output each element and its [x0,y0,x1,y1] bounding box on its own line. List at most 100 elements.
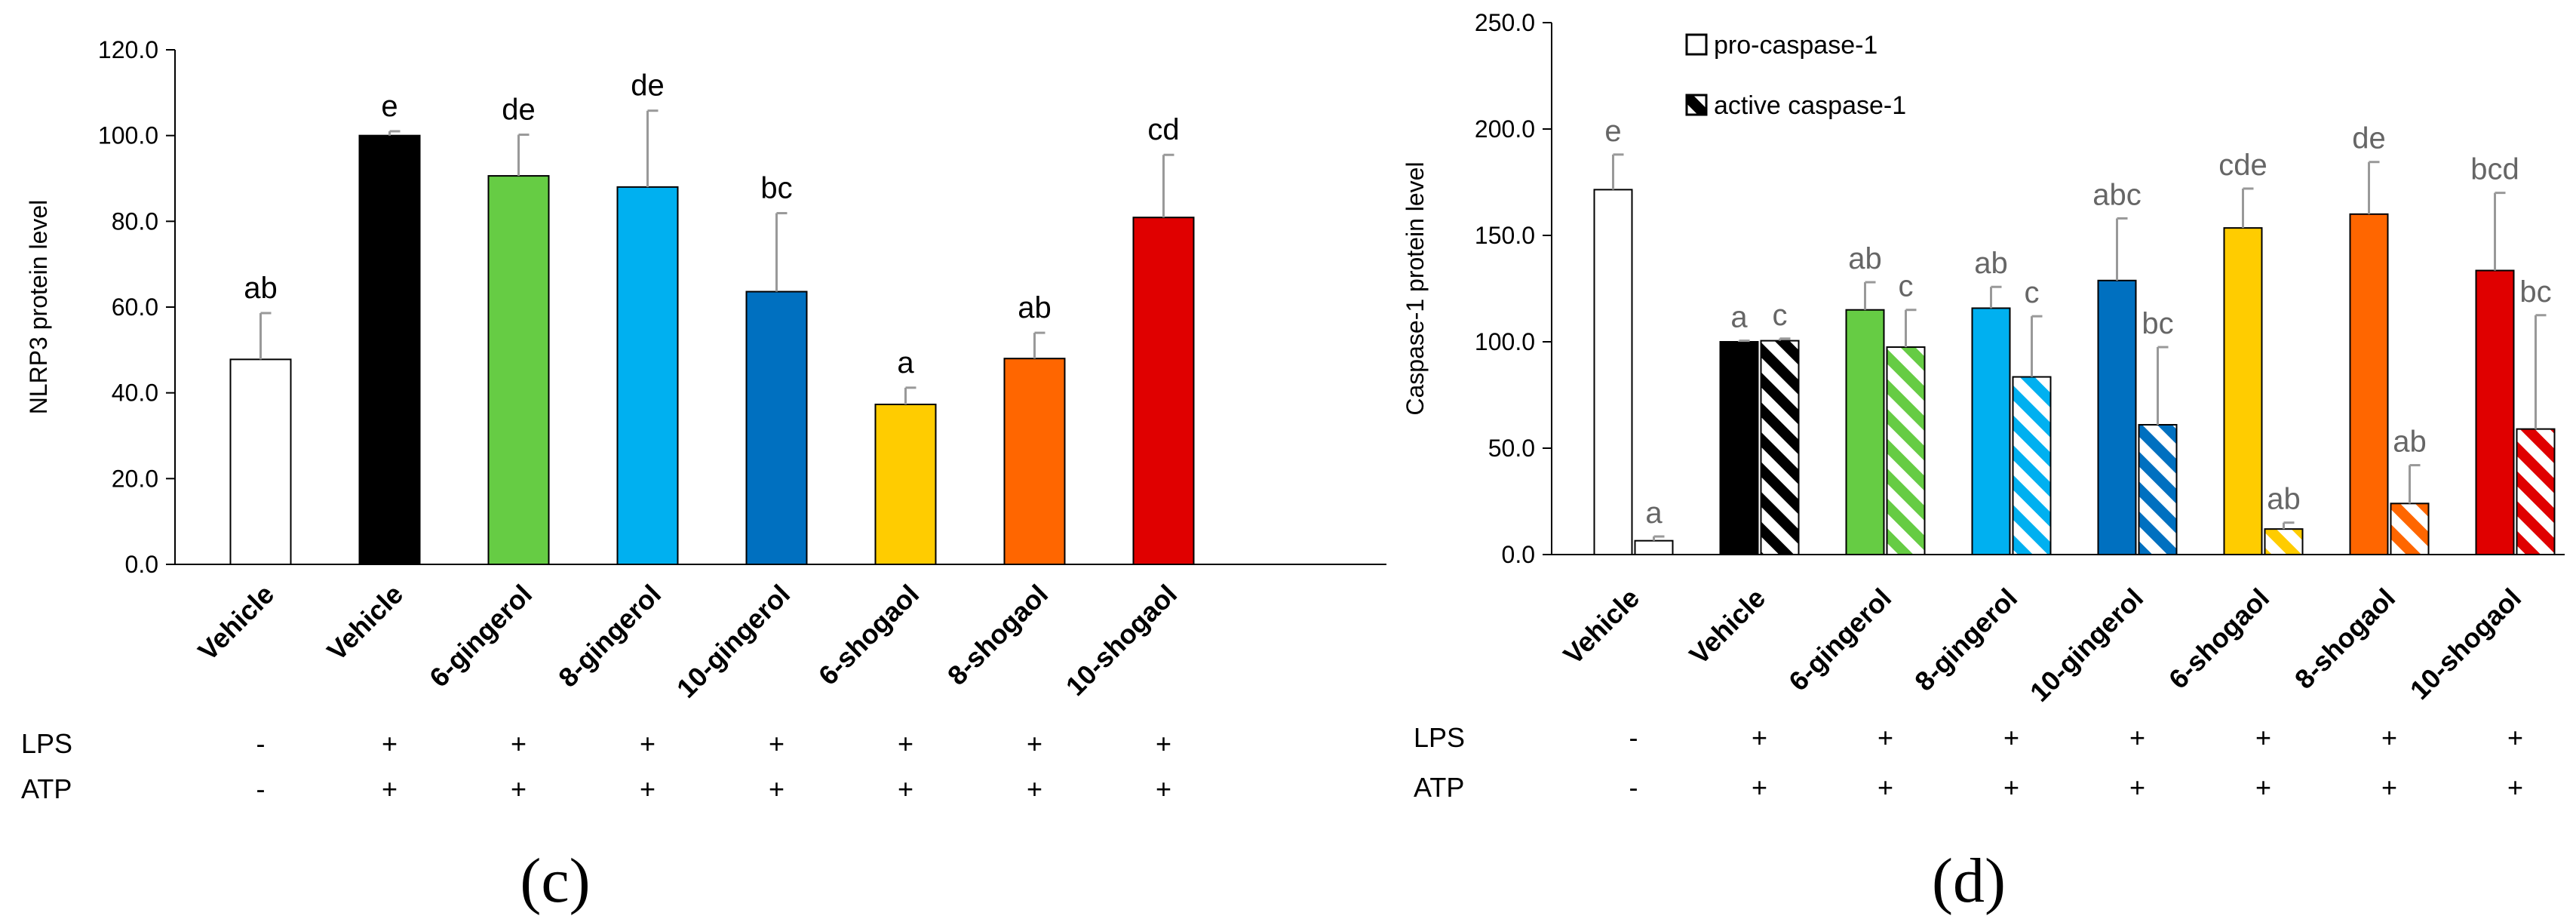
d-condition-value: + [2507,722,2523,753]
d-category-label: Vehicle [1683,582,1771,671]
d-category-label: Vehicle [1557,582,1645,671]
d-bar [1886,346,1926,555]
d-ytick-label: 0.0 [1502,541,1535,568]
d-condition-name: ATP [1414,772,1464,803]
c-category-label: 8-gingerol [552,579,667,693]
c-significance-label: cd [1147,113,1179,146]
d-condition-value: + [2003,772,2019,803]
d-category-label: 8-shogaol [2289,582,2401,695]
c-condition-value: - [256,728,266,759]
d-bar [1593,189,1633,555]
d-condition-value: + [2129,722,2145,753]
d-condition-value: + [2255,722,2271,753]
d-significance-label: bc [2142,307,2173,340]
d-condition-value: + [2381,722,2397,753]
d-bar [2390,502,2430,556]
c-category-label: 10-shogaol [1060,579,1183,702]
c-category-label: 8-shogaol [941,579,1054,691]
c-bar [874,404,937,565]
d-condition-value: + [2003,722,2019,753]
d-condition-value: + [2507,772,2523,803]
d-bar [2012,376,2052,555]
c-ytick-label: 120.0 [98,36,158,63]
c-condition-value: + [640,728,656,759]
c-significance-label: a [897,346,914,380]
d-condition-value: + [1752,722,1767,753]
c-ytick-label: 60.0 [112,294,158,321]
d-bar [2223,227,2263,555]
d-condition-value: + [2129,772,2145,803]
c-condition-value: + [1027,773,1042,804]
c-condition-value: + [898,773,913,804]
d-ytick-label: 200.0 [1475,115,1535,143]
c-significance-label: de [631,69,665,103]
c-bar [229,358,292,565]
d-significance-label: c [1899,270,1914,303]
c-significance-label: ab [1018,291,1052,324]
d-category-label: 10-gingerol [2024,582,2149,708]
d-condition-name: LPS [1414,722,1465,753]
d-significance-label: ab [2393,426,2427,459]
panel-c-nlrp3-chart: 0.0 20.0 40.0 60.0 80.0 100.0 120.0 NLRP3 prote… [21,36,1386,916]
c-condition-value: + [382,773,398,804]
c-bar [616,186,679,565]
c-condition-name: ATP [21,773,72,804]
d-condition-value: + [1878,722,1893,753]
c-condition-value: + [511,773,527,804]
d-condition-value: - [1629,722,1638,753]
c-condition-value: + [640,773,656,804]
c-condition-value: + [382,728,398,759]
c-condition-value: + [769,773,784,804]
c-category-label: 6-gingerol [423,579,538,693]
c-significance-label: de [502,94,536,127]
panel-label-d: (d) [1932,846,2006,916]
c-bar [745,290,808,565]
d-bar [2516,428,2556,555]
d-y-axis-title: Caspase-1 protein level [1402,161,1429,415]
d-ytick-label: 150.0 [1475,222,1535,249]
d-significance-label: de [2352,122,2386,155]
d-significance-label: a [1645,496,1663,530]
c-ytick-label: 80.0 [112,207,158,235]
d-significance-label: c [1773,299,1788,332]
d-bar [1971,307,2011,555]
d-bar [1634,539,1674,555]
d-condition-value: + [2381,772,2397,803]
d-bar [2097,279,2137,555]
c-category-label: 6-shogaol [812,579,925,691]
c-ytick-label: 20.0 [112,465,158,492]
c-y-axis-title: NLRP3 protein level [25,200,52,415]
c-condition-name: LPS [21,728,72,759]
c-bar [1132,217,1195,565]
d-significance-label: bcd [2470,153,2519,186]
c-bar [1003,358,1066,565]
d-significance-label: a [1730,301,1748,334]
d-significance-label: ab [1848,242,1882,275]
d-bar [2138,423,2178,555]
d-condition-value: + [1752,772,1767,803]
c-significance-label: e [381,90,398,123]
d-significance-label: c [2025,276,2040,309]
d-bar [1845,309,1885,555]
c-significance-label: ab [244,272,278,305]
d-condition-value: + [1878,772,1893,803]
panel-d-caspase1-chart: 0.0 50.0 100.0 150.0 200.0 250.0 Caspase-1 pro… [1402,9,2565,916]
legend: pro-caspase-1 active caspase-1 [1685,31,1906,120]
c-ytick-label: 0.0 [125,551,158,578]
d-bar [1719,341,1759,555]
legend-swatch-pro [1685,33,1708,56]
d-bar [2475,269,2515,555]
d-category-label: 8-gingerol [1908,582,2023,697]
legend-swatch-active [1685,94,1708,116]
c-category-label: Vehicle [192,579,280,667]
d-ytick-label: 50.0 [1488,435,1535,462]
d-bar [2264,528,2304,555]
c-ytick-label: 100.0 [98,122,158,149]
d-bar [2349,213,2389,555]
d-bar [1760,340,1800,555]
d-category-label: 6-gingerol [1782,582,1897,697]
d-ytick-label: 100.0 [1475,328,1535,355]
d-condition-value: - [1629,772,1638,803]
d-significance-label: bc [2519,275,2551,309]
